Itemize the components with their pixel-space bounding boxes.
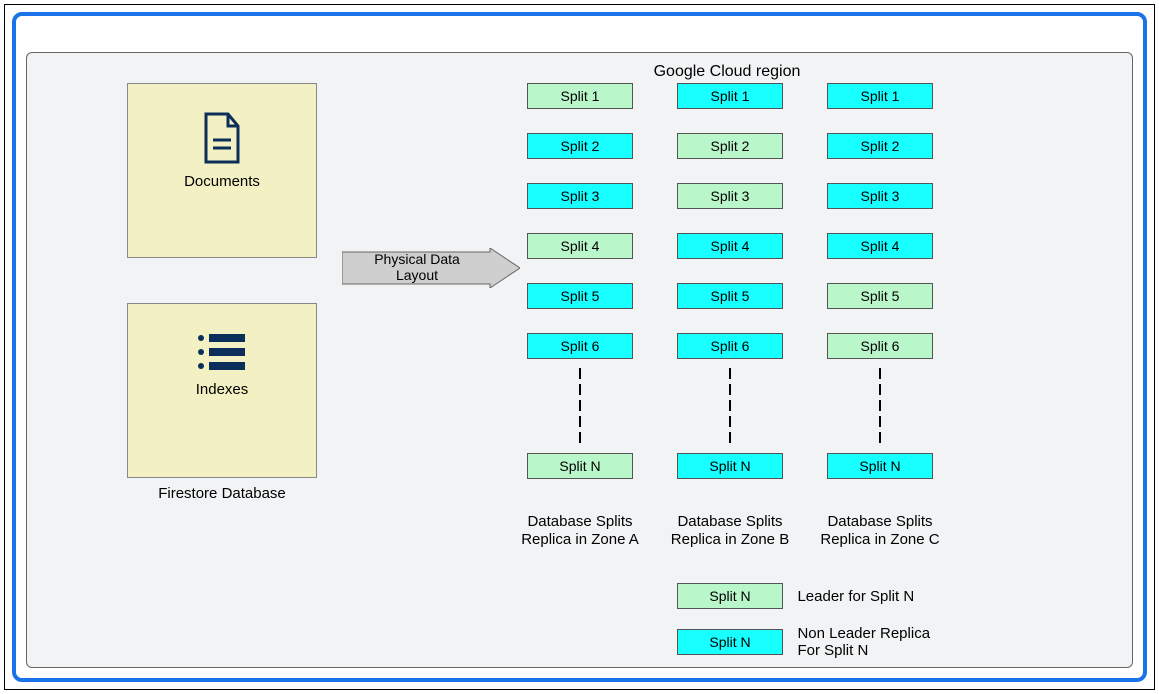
split-box: Split 1 — [677, 83, 783, 109]
legend-replica-text: Non Leader ReplicaFor Split N — [797, 625, 930, 659]
brand-bold: Google — [30, 22, 99, 44]
split-box: Split 3 — [827, 183, 933, 209]
firestore-caption: Firestore Database — [127, 485, 317, 502]
column-caption: Database SplitsReplica in Zone A — [505, 513, 655, 549]
document-icon — [128, 112, 316, 169]
split-box: Split 2 — [677, 133, 783, 159]
split-box: Split N — [827, 453, 933, 479]
physical-data-layout-arrow: Physical Data Layout — [342, 248, 520, 288]
diagram-outer: Google Cloud Documents — [4, 4, 1155, 690]
split-box: Split 2 — [527, 133, 633, 159]
split-box: Split 4 — [677, 233, 783, 259]
dash-connector — [877, 363, 883, 448]
list-icon — [128, 332, 316, 377]
split-box: Split 3 — [527, 183, 633, 209]
split-box: Split 5 — [527, 283, 633, 309]
split-box: Split 6 — [827, 333, 933, 359]
split-box: Split N — [677, 453, 783, 479]
documents-box: Documents — [127, 83, 317, 258]
documents-label: Documents — [128, 173, 316, 190]
dash-connector — [577, 363, 583, 448]
legend-leader: Split N Leader for Split N — [677, 583, 914, 609]
split-box: Split 5 — [827, 283, 933, 309]
google-cloud-label: Google Cloud — [30, 22, 157, 45]
column-caption: Database SplitsReplica in Zone C — [805, 513, 955, 549]
legend-leader-box: Split N — [677, 583, 783, 609]
split-box: Split 6 — [527, 333, 633, 359]
indexes-label: Indexes — [128, 381, 316, 398]
legend-replica: Split N Non Leader ReplicaFor Split N — [677, 625, 930, 659]
column-caption: Database SplitsReplica in Zone B — [655, 513, 805, 549]
legend-leader-text: Leader for Split N — [797, 588, 914, 605]
inner-panel: Documents Indexes Firestore Database — [26, 52, 1133, 668]
split-box: Split 4 — [827, 233, 933, 259]
cloud-frame: Google Cloud Documents — [12, 12, 1147, 682]
split-box: Split N — [527, 453, 633, 479]
arrow-label: Physical Data Layout — [342, 251, 492, 283]
split-box: Split 5 — [677, 283, 783, 309]
split-box: Split 3 — [677, 183, 783, 209]
split-box: Split 4 — [527, 233, 633, 259]
indexes-box: Indexes — [127, 303, 317, 478]
split-box: Split 2 — [827, 133, 933, 159]
dash-connector — [727, 363, 733, 448]
split-box: Split 1 — [827, 83, 933, 109]
split-box: Split 1 — [527, 83, 633, 109]
brand-light: Cloud — [99, 22, 157, 44]
region-title: Google Cloud region — [507, 63, 947, 81]
legend-replica-box: Split N — [677, 629, 783, 655]
split-box: Split 6 — [677, 333, 783, 359]
